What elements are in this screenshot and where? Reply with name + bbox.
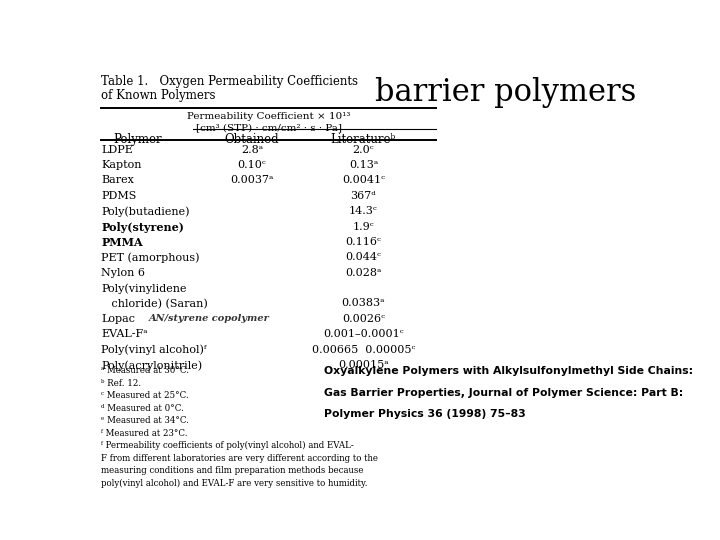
Text: Lopac: Lopac [101, 314, 135, 324]
Text: of Known Polymers: of Known Polymers [101, 89, 216, 102]
Text: Table 1.   Oxygen Permeability Coefficients: Table 1. Oxygen Permeability Coefficient… [101, 75, 358, 88]
Text: Permeability Coefficient × 10¹³: Permeability Coefficient × 10¹³ [187, 112, 350, 121]
Text: 0.0037ᵃ: 0.0037ᵃ [230, 176, 274, 185]
Text: 0.0041ᶜ: 0.0041ᶜ [342, 176, 385, 185]
Text: 0.116ᶜ: 0.116ᶜ [346, 237, 382, 247]
Text: Literatureᵇ: Literatureᵇ [330, 133, 396, 146]
Text: Poly(butadiene): Poly(butadiene) [101, 206, 189, 217]
Text: F from different laboratories are very different according to the: F from different laboratories are very d… [101, 454, 378, 463]
Text: 0.0026ᶜ: 0.0026ᶜ [342, 314, 385, 324]
Text: 0.00015ᵃ: 0.00015ᵃ [338, 360, 389, 370]
Text: Polymer: Polymer [113, 133, 162, 146]
Text: Poly(vinylidene: Poly(vinylidene [101, 283, 186, 294]
Text: Gas Barrier Properties, Journal of Polymer Science: Part B:: Gas Barrier Properties, Journal of Polym… [324, 388, 683, 398]
Text: measuring conditions and film preparation methods because: measuring conditions and film preparatio… [101, 466, 364, 475]
Text: poly(vinyl alcohol) and EVAL-F are very sensitive to humidity.: poly(vinyl alcohol) and EVAL-F are very … [101, 478, 368, 488]
Text: barrier polymers: barrier polymers [375, 77, 637, 109]
Text: ᶜ Measured at 25°C.: ᶜ Measured at 25°C. [101, 391, 189, 400]
Text: Poly(styrene): Poly(styrene) [101, 221, 184, 233]
Text: 2.8ᵃ: 2.8ᵃ [240, 145, 263, 154]
Text: 0.00665  0.00005ᶜ: 0.00665 0.00005ᶜ [312, 345, 415, 355]
Text: 0.0383ᵃ: 0.0383ᵃ [342, 299, 385, 308]
Text: ᵃ Measured at 30°C.: ᵃ Measured at 30°C. [101, 366, 189, 375]
Text: ᵇ Ref. 12.: ᵇ Ref. 12. [101, 379, 141, 388]
Text: PMMA: PMMA [101, 237, 143, 248]
Text: PDMS: PDMS [101, 191, 137, 201]
Text: AN/styrene copolymer: AN/styrene copolymer [148, 314, 269, 323]
Text: chloride) (Saran): chloride) (Saran) [101, 299, 208, 309]
Text: 0.10ᶜ: 0.10ᶜ [238, 160, 266, 170]
Text: Barex: Barex [101, 176, 134, 185]
Text: PET (amorphous): PET (amorphous) [101, 252, 199, 263]
Text: Oxyalkylene Polymers with Alkylsulfonylmethyl Side Chains:: Oxyalkylene Polymers with Alkylsulfonylm… [324, 366, 693, 376]
Text: LDPE: LDPE [101, 145, 133, 154]
Text: Obtained: Obtained [225, 133, 279, 146]
Text: Nylon 6: Nylon 6 [101, 268, 145, 278]
Text: ᵉ Measured at 34°C.: ᵉ Measured at 34°C. [101, 416, 189, 425]
Text: 2.0ᶜ: 2.0ᶜ [353, 145, 374, 154]
Text: 367ᵈ: 367ᵈ [351, 191, 377, 201]
Text: Poly(acrylonitrile): Poly(acrylonitrile) [101, 360, 202, 370]
Text: ᶠ Measured at 23°C.: ᶠ Measured at 23°C. [101, 429, 188, 437]
Text: Kapton: Kapton [101, 160, 142, 170]
Text: 0.044ᶜ: 0.044ᶜ [346, 252, 382, 262]
Text: ᶠ Permeability coefficients of poly(vinyl alcohol) and EVAL-: ᶠ Permeability coefficients of poly(viny… [101, 441, 354, 450]
Text: 1.9ᶜ: 1.9ᶜ [353, 221, 374, 232]
Text: ᵈ Measured at 0°C.: ᵈ Measured at 0°C. [101, 404, 184, 413]
Text: Poly(vinyl alcohol)ᶠ: Poly(vinyl alcohol)ᶠ [101, 345, 207, 355]
Text: 0.001–0.0001ᶜ: 0.001–0.0001ᶜ [323, 329, 404, 339]
Text: Polymer Physics 36 (1998) 75–83: Polymer Physics 36 (1998) 75–83 [324, 409, 526, 420]
Text: EVAL-Fᵃ: EVAL-Fᵃ [101, 329, 148, 339]
Text: 14.3ᶜ: 14.3ᶜ [349, 206, 378, 216]
Text: [cm³ (STP) · cm/cm² · s · Pa]: [cm³ (STP) · cm/cm² · s · Pa] [196, 123, 341, 132]
Text: 0.028ᵃ: 0.028ᵃ [345, 268, 382, 278]
Text: 0.13ᵃ: 0.13ᵃ [348, 160, 378, 170]
